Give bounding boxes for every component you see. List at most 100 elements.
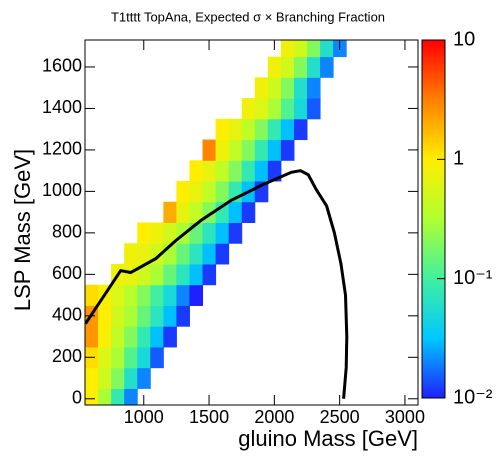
cell [215, 243, 230, 265]
cell [124, 305, 138, 327]
y-tick-label: 1400 [42, 97, 82, 117]
cell [215, 160, 230, 182]
cell [189, 243, 204, 265]
cell [267, 98, 282, 120]
cell [176, 201, 190, 223]
cell [293, 56, 308, 78]
cell [85, 326, 99, 348]
cell [85, 367, 99, 389]
cell [137, 243, 151, 265]
plot-frame [84, 39, 419, 406]
cell [267, 118, 282, 141]
cell [124, 284, 138, 306]
cell [189, 263, 204, 286]
cell [202, 222, 217, 244]
z-tick-label: 1 [453, 148, 464, 170]
cell [137, 326, 151, 348]
z-tick-label: 10⁻² [453, 386, 493, 408]
chart-title: T1tttt TopAna, Expected σ × Branching Fr… [111, 9, 385, 24]
y-tick-label: 0 [72, 388, 82, 408]
cell [111, 388, 125, 405]
cell [202, 181, 217, 203]
cell [254, 139, 269, 161]
cell [280, 98, 295, 120]
cell [150, 305, 164, 327]
y-tick-label: 600 [52, 263, 82, 283]
cell [228, 222, 243, 244]
cell [163, 305, 177, 327]
cell [241, 98, 256, 120]
cell [163, 201, 177, 223]
cell [111, 326, 125, 348]
color-bar-frame [421, 39, 446, 399]
y-tick-label: 400 [52, 305, 82, 325]
cell [137, 222, 151, 244]
y-axis-label: LSP Mass [GeV] [10, 149, 35, 311]
cell [202, 139, 217, 161]
contour-line [85, 169, 349, 399]
cell [307, 56, 321, 78]
cell [307, 77, 321, 99]
color-bar [422, 40, 445, 398]
heatmap [85, 40, 347, 405]
cell [98, 388, 112, 405]
cell [280, 118, 295, 141]
cell [124, 326, 138, 348]
y-tick-label: 1600 [42, 56, 82, 76]
cell [215, 222, 230, 244]
cell [137, 284, 151, 306]
cell [137, 305, 151, 327]
cell [98, 326, 112, 348]
cell [202, 263, 217, 286]
cell [228, 118, 243, 141]
cell [124, 367, 138, 389]
cell [280, 56, 295, 78]
cell [293, 118, 308, 141]
x-tick-label: 1500 [189, 407, 229, 427]
cell [176, 181, 190, 203]
cell [189, 201, 204, 223]
cell [98, 346, 112, 369]
cell [189, 160, 204, 182]
cell [320, 56, 334, 78]
cell [280, 40, 295, 58]
cell [241, 118, 256, 141]
cell [85, 388, 99, 405]
cell [215, 118, 230, 141]
y-tick-label: 200 [52, 346, 82, 366]
cell [307, 40, 321, 58]
cell [293, 77, 308, 99]
cell [85, 284, 99, 306]
cell [241, 201, 256, 223]
cell [241, 160, 256, 182]
cell [228, 139, 243, 161]
cell [320, 40, 334, 58]
cell [111, 284, 125, 306]
cell [293, 98, 308, 120]
cell [215, 181, 230, 203]
cell [163, 222, 177, 244]
cell [254, 77, 269, 99]
cell [163, 284, 177, 306]
cell [202, 243, 217, 265]
cell [163, 326, 177, 348]
cell [267, 139, 282, 161]
cell [124, 346, 138, 369]
cell [176, 263, 190, 286]
cell [98, 305, 112, 327]
cell [241, 139, 256, 161]
z-tick-label: 10⁻¹ [453, 267, 493, 289]
cell [176, 284, 190, 306]
cell [307, 98, 321, 120]
cell [254, 98, 269, 120]
x-tick-label: 2000 [254, 407, 294, 427]
cell [254, 118, 269, 141]
cell [293, 40, 308, 58]
cell [124, 243, 138, 265]
cell [228, 201, 243, 223]
cell [150, 346, 164, 369]
cell [150, 263, 164, 286]
cell [215, 139, 230, 161]
cell [124, 263, 138, 286]
